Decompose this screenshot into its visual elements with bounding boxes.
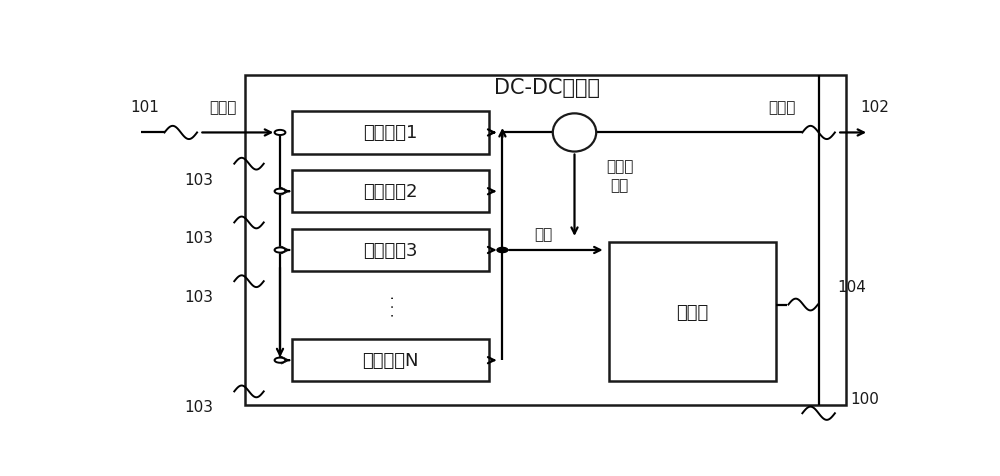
Bar <box>292 229 489 271</box>
Bar <box>292 112 489 154</box>
Text: 转换模块2: 转换模块2 <box>363 183 418 201</box>
Text: . . .: . . . <box>383 295 397 317</box>
Circle shape <box>275 189 285 194</box>
Text: 103: 103 <box>184 231 213 246</box>
Text: 102: 102 <box>861 100 890 115</box>
Text: 103: 103 <box>184 399 213 415</box>
Text: DC-DC变换器: DC-DC变换器 <box>494 78 600 98</box>
Text: 输入端: 输入端 <box>209 100 236 115</box>
Text: 104: 104 <box>838 280 866 295</box>
Text: 101: 101 <box>130 100 159 115</box>
Text: 通讯: 通讯 <box>534 227 553 241</box>
Circle shape <box>275 130 285 136</box>
Bar <box>292 171 489 213</box>
Text: 转换模块N: 转换模块N <box>362 351 419 369</box>
Bar <box>609 242 776 381</box>
Text: 主控板: 主控板 <box>677 303 709 321</box>
Circle shape <box>275 248 285 253</box>
Text: 103: 103 <box>184 172 213 187</box>
Bar <box>292 339 489 381</box>
Text: 100: 100 <box>851 391 880 406</box>
Circle shape <box>497 248 508 253</box>
Text: 103: 103 <box>184 289 213 305</box>
Text: 输出端: 输出端 <box>769 100 796 115</box>
Text: 总输出
功率: 总输出 功率 <box>606 159 633 193</box>
Ellipse shape <box>553 114 596 152</box>
Circle shape <box>275 358 285 363</box>
Text: 转换模块1: 转换模块1 <box>363 124 418 142</box>
Text: 转换模块3: 转换模块3 <box>363 241 418 259</box>
Bar <box>245 75 846 406</box>
